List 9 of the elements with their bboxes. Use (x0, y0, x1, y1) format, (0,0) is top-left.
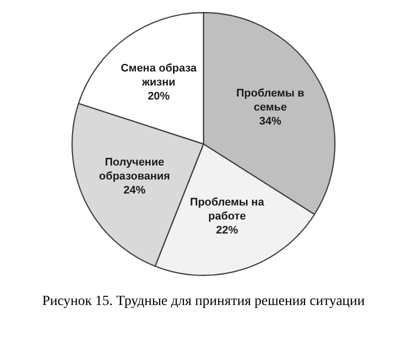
slice-label: Получение образования (99, 156, 170, 182)
slice-label: Проблемы в семье (236, 87, 305, 114)
data-label: 20% (148, 90, 170, 102)
slice-label: Проблемы на работе (190, 196, 265, 223)
slice-label: Смена образа жизни (120, 62, 198, 88)
data-label: 24% (124, 184, 146, 196)
data-label: 22% (216, 224, 238, 237)
data-label: 34% (259, 115, 282, 128)
text: Рисунок 15. Трудные для принятия решения ситуации (41, 294, 366, 310)
